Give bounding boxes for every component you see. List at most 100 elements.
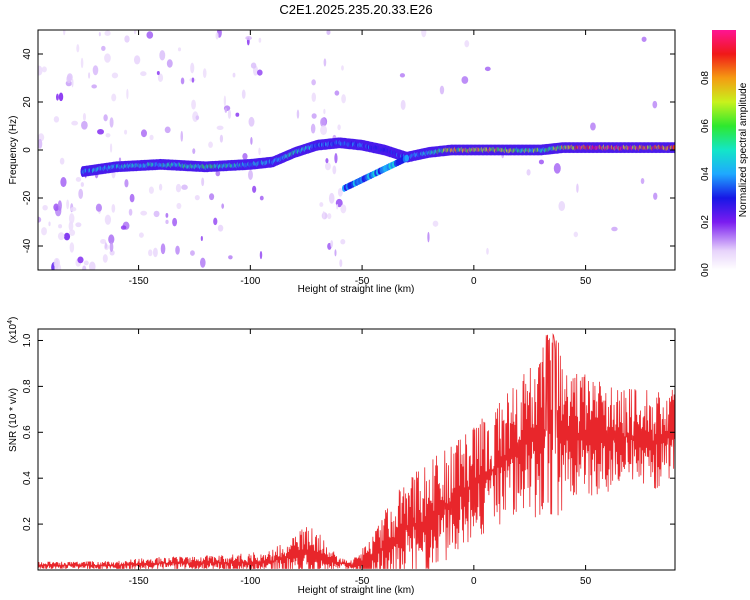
spectrogram-speckle [464, 40, 470, 48]
spectrogram-speckle [118, 157, 122, 163]
spectrogram-speckle [399, 73, 406, 78]
spectrogram-speckle [311, 79, 316, 86]
colorbar-axis: 0.0 0.2 0.4 0.6 0.8 [700, 71, 711, 277]
spectrogram-speckle [259, 250, 263, 260]
spectrogram-speckle [200, 257, 206, 268]
spectrogram-image [38, 30, 675, 270]
spectrogram-speckle [111, 204, 116, 213]
spectrogram-speckle [60, 176, 67, 188]
spectrogram-x-tick-label: -100 [240, 276, 260, 287]
spectrogram-speckle [42, 204, 48, 211]
spectrogram-speckle [191, 99, 196, 110]
spectrogram-speckle [82, 265, 87, 270]
spectrogram-speckle [334, 153, 338, 164]
spectrogram-speckle [71, 120, 79, 126]
spectrogram-speckle [164, 126, 171, 134]
spectrogram-speckle [165, 219, 169, 225]
spectrogram-speckle [334, 90, 340, 96]
spectrogram-speckle [421, 30, 427, 38]
spectrogram-speckle [66, 75, 72, 84]
spectrogram-speckle [80, 182, 84, 187]
colorbar-gradient [712, 30, 736, 270]
spectrogram-speckle [77, 256, 84, 264]
snr-frame [37, 328, 676, 571]
spectrogram-speckle [88, 261, 96, 270]
spectrogram-speckle [339, 259, 343, 268]
spectrogram-speckle [140, 210, 148, 216]
spectrogram-speckle [120, 225, 127, 230]
snr-series-line [38, 333, 675, 569]
spectrogram-speckle [166, 59, 173, 68]
snr-y-label: SNR (10 * v/v) [8, 388, 19, 452]
spectrogram-speckle [88, 72, 91, 79]
spectrogram-speckle [311, 113, 317, 119]
spectrogram-speckle [319, 202, 324, 207]
colorbar-tick-label: 0.6 [700, 119, 711, 133]
spectrogram-speckle [195, 115, 200, 121]
spectrogram-speckle [223, 95, 227, 107]
spectrogram-speckle [201, 177, 205, 187]
spectrogram-speckle [432, 220, 439, 227]
snr-y-axis: 0.2 0.4 0.6 0.8 1.0 [22, 333, 675, 531]
spectrogram-speckle [58, 92, 64, 102]
spectrogram-speckle [640, 178, 645, 185]
spectrogram-speckle [104, 242, 108, 249]
spectrogram-speckle [57, 200, 62, 212]
spectrogram-y-tick-label: -40 [22, 238, 33, 253]
spectrogram-speckle [71, 78, 74, 88]
spectrogram-speckle [332, 165, 337, 175]
spectrogram-speckle [340, 239, 346, 245]
spectrogram-speckle [232, 72, 236, 78]
snr-x-tick-label: 0 [471, 576, 477, 587]
spectrogram-speckle [202, 68, 207, 79]
spectrogram-speckle [439, 85, 445, 95]
spectrogram-speckle [213, 217, 218, 226]
spectrogram-speckle [252, 185, 257, 193]
spectrogram-speckle [156, 71, 160, 76]
spectrogram-speckle [576, 183, 579, 193]
spectrogram-x-tick-label: -150 [129, 276, 149, 287]
spectrogram-speckle [62, 30, 66, 36]
snr-y-tick-label: 0.6 [22, 425, 33, 439]
spectrogram-x-tick-label: 50 [580, 276, 592, 287]
spectrogram-speckle [526, 169, 531, 176]
spectrogram-speckle [248, 169, 253, 180]
spectrogram-speckle [104, 214, 112, 225]
snr-x-axis: -150 -100 -50 0 50 [129, 329, 592, 587]
spectrogram-speckle [323, 58, 327, 67]
spectrogram-speckle [109, 143, 113, 153]
colorbar-label: Normalized spectral amplitude [738, 82, 749, 217]
spectrogram-speckle [56, 93, 59, 101]
spectrogram-speckle [81, 120, 88, 130]
spectrogram-speckle [191, 77, 195, 83]
spectrogram-speckle [38, 65, 43, 76]
spectrogram-speckle [92, 65, 99, 76]
spectrogram-speckle [133, 55, 141, 65]
spectrogram-y-label: Frequency (Hz) [8, 116, 19, 185]
spectrogram-speckle [148, 186, 154, 194]
spectrogram-speckle [219, 134, 224, 143]
colorbar: 0.0 0.2 0.4 0.6 0.8 Normalized spectral ampl… [700, 30, 749, 277]
spectrogram-speckle [209, 193, 215, 201]
spectrogram-speckle [216, 125, 224, 130]
spectrogram-speckle [259, 195, 264, 201]
spectrogram-speckle [573, 231, 579, 238]
spectrogram-speckle [341, 65, 344, 71]
spectrogram-speckle [153, 210, 160, 218]
spectrogram-speckle [124, 35, 130, 43]
spectrogram-speckle [129, 193, 135, 203]
spectrogram-speckle [172, 217, 178, 227]
spectrogram-speckle [82, 112, 87, 121]
spectrogram-speckle [341, 94, 346, 104]
spectrogram-speckle [91, 84, 97, 89]
spectrogram-x-tick-label: 0 [471, 276, 477, 287]
spectrogram-speckle [148, 249, 153, 257]
snr-y-tick-label: 0.2 [22, 517, 33, 531]
spectrogram-speckle [180, 77, 185, 85]
spectrogram-speckle [326, 30, 331, 35]
spectrogram-speckle [590, 122, 596, 131]
spectrogram-speckle [190, 250, 195, 256]
snr-y-tick-label: 1.0 [22, 333, 33, 347]
spectrogram-speckle [337, 187, 343, 197]
spectrogram-speckle [325, 158, 329, 164]
